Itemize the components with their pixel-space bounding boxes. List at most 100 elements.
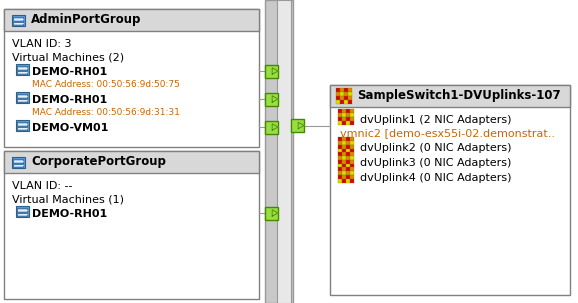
Bar: [344, 96, 348, 100]
Bar: [336, 96, 340, 100]
Bar: [350, 117, 354, 121]
Bar: [338, 145, 342, 149]
Bar: [338, 152, 342, 156]
Text: dvUplink3 (0 NIC Adapters): dvUplink3 (0 NIC Adapters): [360, 158, 512, 168]
Bar: [350, 164, 354, 168]
Text: Virtual Machines (2): Virtual Machines (2): [12, 52, 124, 62]
Bar: [346, 121, 350, 125]
Bar: [350, 141, 354, 145]
Text: VLAN ID: 3: VLAN ID: 3: [12, 39, 72, 49]
Bar: [13, 164, 23, 167]
Bar: [342, 141, 346, 145]
Bar: [340, 92, 344, 96]
Bar: [340, 88, 344, 92]
Bar: [340, 100, 344, 104]
Bar: [338, 121, 342, 125]
Bar: [350, 121, 354, 125]
Bar: [342, 171, 346, 175]
Bar: [265, 92, 278, 105]
Bar: [348, 100, 352, 104]
Bar: [265, 207, 278, 219]
Bar: [277, 0, 291, 303]
Bar: [342, 179, 346, 183]
Bar: [350, 171, 354, 175]
Bar: [4, 9, 259, 31]
Text: dvUplink1 (2 NIC Adapters): dvUplink1 (2 NIC Adapters): [360, 115, 512, 125]
Polygon shape: [272, 96, 278, 102]
Bar: [344, 88, 348, 92]
Bar: [338, 164, 342, 168]
Bar: [346, 137, 350, 141]
Bar: [346, 156, 350, 160]
Text: Virtual Machines (1): Virtual Machines (1): [12, 194, 124, 204]
Bar: [338, 113, 342, 117]
Bar: [346, 109, 350, 113]
Bar: [342, 160, 346, 164]
Bar: [342, 121, 346, 125]
Bar: [338, 109, 342, 113]
Text: MAC Address: 00:50:56:9d:50:75: MAC Address: 00:50:56:9d:50:75: [32, 80, 180, 89]
Bar: [344, 92, 348, 96]
Bar: [265, 121, 278, 134]
Text: vmnic2 [demo-esx55i-02.demonstrat..: vmnic2 [demo-esx55i-02.demonstrat..: [340, 128, 555, 138]
Bar: [4, 9, 259, 147]
Bar: [338, 141, 342, 145]
Bar: [350, 149, 354, 153]
Text: dvUplink4 (0 NIC Adapters): dvUplink4 (0 NIC Adapters): [360, 173, 512, 183]
Bar: [346, 149, 350, 153]
Text: DEMO-RH01: DEMO-RH01: [32, 95, 108, 105]
Text: dvUplink2 (0 NIC Adapters): dvUplink2 (0 NIC Adapters): [360, 143, 512, 153]
Bar: [13, 17, 23, 21]
Bar: [17, 122, 27, 125]
Bar: [344, 100, 348, 104]
Bar: [346, 145, 350, 149]
Bar: [4, 151, 259, 173]
Bar: [330, 85, 570, 107]
Bar: [350, 175, 354, 179]
Bar: [342, 164, 346, 168]
Bar: [17, 94, 27, 98]
Bar: [346, 164, 350, 168]
Bar: [265, 0, 293, 303]
Bar: [342, 137, 346, 141]
Bar: [336, 92, 340, 96]
Bar: [338, 171, 342, 175]
Bar: [338, 149, 342, 153]
Text: DEMO-VM01: DEMO-VM01: [32, 123, 109, 133]
Polygon shape: [272, 68, 278, 74]
Bar: [346, 175, 350, 179]
Bar: [342, 167, 346, 171]
Text: VLAN ID: --: VLAN ID: --: [12, 181, 72, 191]
Bar: [350, 167, 354, 171]
Bar: [342, 145, 346, 149]
Bar: [340, 96, 344, 100]
Bar: [342, 175, 346, 179]
Bar: [346, 141, 350, 145]
Bar: [346, 171, 350, 175]
Bar: [338, 167, 342, 171]
Bar: [346, 179, 350, 183]
Bar: [265, 65, 278, 78]
Text: DEMO-RH01: DEMO-RH01: [32, 67, 108, 77]
Bar: [12, 157, 24, 168]
Bar: [346, 117, 350, 121]
Bar: [346, 167, 350, 171]
Bar: [348, 92, 352, 96]
Polygon shape: [272, 124, 278, 130]
Bar: [336, 88, 340, 92]
Bar: [338, 175, 342, 179]
Text: MAC Address: 00:50:56:9d:31:31: MAC Address: 00:50:56:9d:31:31: [32, 108, 180, 117]
Bar: [342, 156, 346, 160]
Bar: [17, 98, 27, 102]
Bar: [13, 22, 23, 25]
Bar: [13, 159, 23, 162]
Bar: [342, 149, 346, 153]
Bar: [16, 92, 28, 102]
Bar: [338, 179, 342, 183]
Bar: [16, 205, 28, 217]
Bar: [17, 126, 27, 129]
Bar: [330, 85, 570, 295]
Bar: [350, 152, 354, 156]
Bar: [16, 119, 28, 131]
Bar: [12, 15, 24, 25]
